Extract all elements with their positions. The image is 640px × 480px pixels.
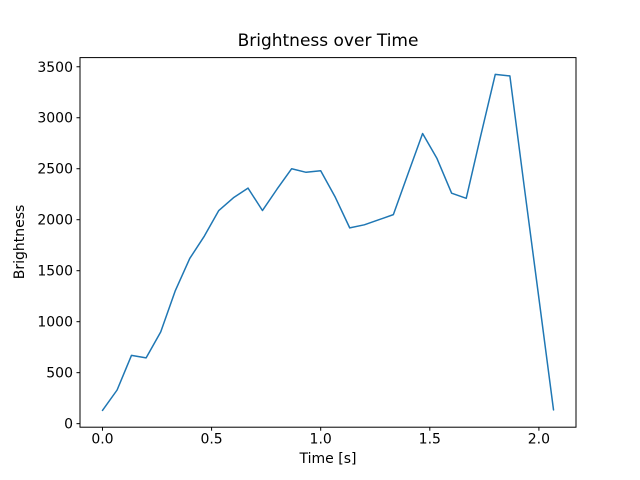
y-axis-label: Brightness — [12, 204, 28, 280]
y-tick-label: 500 — [46, 366, 73, 382]
x-tick-label: 0.5 — [200, 432, 222, 448]
y-tick-label: 3000 — [37, 111, 73, 127]
y-tick-label: 3500 — [37, 60, 73, 76]
y-tick-label: 2500 — [37, 162, 73, 178]
x-tick-label: 0.0 — [91, 432, 113, 448]
y-tick-label: 2000 — [37, 213, 73, 229]
x-tick-label: 2.0 — [528, 432, 550, 448]
x-tick-label: 1.5 — [419, 432, 441, 448]
x-tick-label: 1.0 — [310, 432, 332, 448]
chart-title: Brightness over Time — [237, 31, 419, 51]
brightness-line-series — [101, 73, 555, 412]
plot-area: 0.0 0.5 1.0 1.5 2.0 0 500 1000 1500 2000 2500 3000 3… — [37, 57, 577, 448]
plot-border — [79, 57, 577, 428]
x-axis-label: Time [s] — [299, 451, 357, 467]
y-tick-label: 0 — [64, 417, 73, 433]
y-tick-label: 1500 — [37, 264, 73, 280]
y-tick-label: 1000 — [37, 315, 73, 331]
